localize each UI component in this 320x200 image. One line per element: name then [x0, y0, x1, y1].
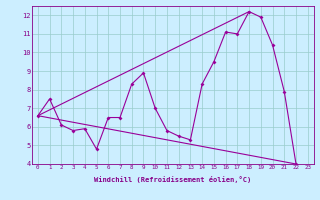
X-axis label: Windchill (Refroidissement éolien,°C): Windchill (Refroidissement éolien,°C) [94, 176, 252, 183]
